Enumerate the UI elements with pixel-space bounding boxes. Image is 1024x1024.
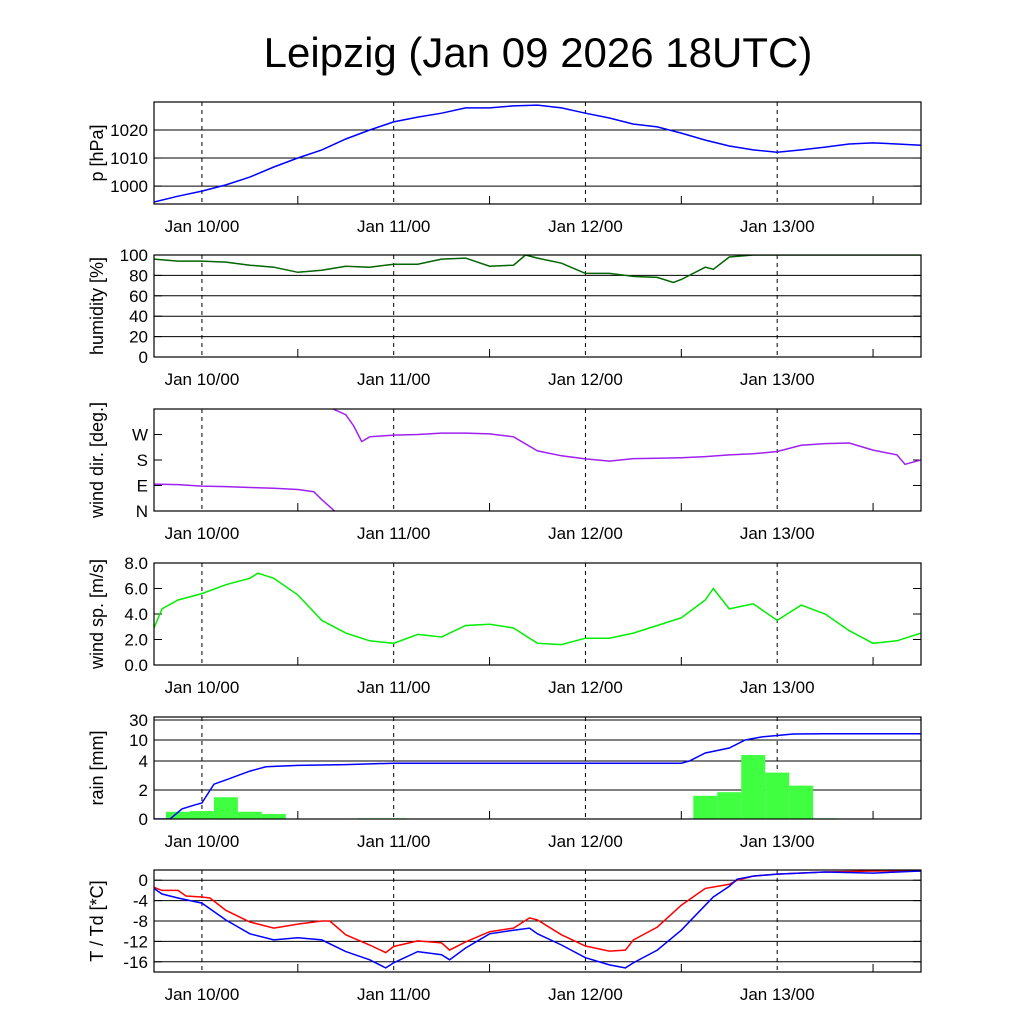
plot-frame <box>153 408 922 512</box>
x-tick-label: Jan 10/00 <box>165 370 240 389</box>
y-tick-label: 6.0 <box>124 580 148 599</box>
y-tick-label: E <box>137 477 148 496</box>
x-tick-label: Jan 13/00 <box>740 370 815 389</box>
rain-bar <box>717 792 742 819</box>
y-tick-label: 60 <box>129 287 148 306</box>
y-tick-label: 2.0 <box>124 631 148 650</box>
x-tick-label: Jan 10/00 <box>165 985 240 1004</box>
y-tick-label: -4 <box>133 892 148 911</box>
y-tick-label: 10 <box>129 731 148 750</box>
x-tick-label: Jan 12/00 <box>548 985 623 1004</box>
series-line-td <box>154 870 921 969</box>
x-tick-label: Jan 11/00 <box>357 832 430 851</box>
y-tick-label: 2 <box>139 781 148 800</box>
panel-humidity: Jan 10/00 Jan 11/00 Jan 12/00 Jan 13/00 020 4… <box>87 246 922 389</box>
rain-bar <box>261 813 286 819</box>
y-tick-label: S <box>137 451 148 470</box>
x-tick-label: Jan 12/00 <box>548 370 623 389</box>
y-tick-label: N <box>136 502 148 521</box>
y-tick-label: 1000 <box>110 177 148 196</box>
x-tick-label: Jan 13/00 <box>740 832 815 851</box>
x-tick-label: Jan 12/00 <box>548 217 623 236</box>
y-axis-label: wind dir. [deg.] <box>87 402 107 519</box>
y-tick-label: 1010 <box>110 149 148 168</box>
y-tick-label: 8.0 <box>124 554 148 573</box>
rain-bar <box>693 795 718 819</box>
rain-bar <box>189 811 214 819</box>
series-line-t <box>154 870 921 954</box>
rain-bar <box>213 797 238 819</box>
panel-wind_speed: Jan 10/00 Jan 11/00 Jan 12/00 Jan 13/00 0.0 2… <box>87 554 922 697</box>
x-tick-label: Jan 12/00 <box>548 832 623 851</box>
y-tick-label: 4 <box>139 752 148 771</box>
series-line-humidity <box>154 255 921 284</box>
x-tick-label: Jan 13/00 <box>740 985 815 1004</box>
rain-bar <box>237 811 262 819</box>
x-tick-label: Jan 12/00 <box>548 524 623 543</box>
plot-frame <box>153 101 922 205</box>
y-axis-label: humidity [%] <box>87 257 107 355</box>
panel-wind_direction: Jan 10/00 Jan 11/00 Jan 12/00 Jan 13/00 NESW… <box>87 402 922 543</box>
series-line-wind-direction <box>154 409 921 511</box>
y-tick-label: 0 <box>139 348 148 367</box>
x-tick-label: Jan 10/00 <box>165 524 240 543</box>
rain-bar <box>741 755 766 819</box>
chart-title: Leipzig (Jan 09 2026 18UTC) <box>264 29 813 76</box>
series-line-wind-speed <box>154 572 921 646</box>
y-tick-label: 0 <box>139 810 148 829</box>
x-tick-label: Jan 10/00 <box>165 832 240 851</box>
y-tick-label: -16 <box>123 953 148 972</box>
y-tick-label: W <box>132 426 148 445</box>
panel-rain: Jan 10/00 Jan 11/00 Jan 12/00 Jan 13/00 0 2 4 1… <box>87 711 922 851</box>
y-axis-label: p [hPa] <box>87 124 107 181</box>
y-axis-label: rain [mm] <box>87 730 107 805</box>
y-tick-label: 4.0 <box>124 605 148 624</box>
x-tick-label: Jan 10/00 <box>165 678 240 697</box>
x-tick-label: Jan 11/00 <box>357 524 430 543</box>
rain-bar <box>789 785 814 819</box>
series-line-accumulated-precipitation <box>154 732 921 819</box>
y-tick-label: 100 <box>120 246 148 265</box>
y-tick-label: 0 <box>139 871 148 890</box>
y-axis-label: wind sp. [m/s] <box>87 559 107 670</box>
panel-pressure: Jan 10/00 Jan 11/00 Jan 12/00 Jan 13/00 1000… <box>87 101 922 236</box>
y-axis-label: T / Td [*C] <box>87 880 107 961</box>
x-tick-label: Jan 12/00 <box>548 678 623 697</box>
panel-temperature: Jan 10/00 Jan 11/00 Jan 12/00 Jan 13/00 -16 -… <box>87 869 922 1004</box>
y-tick-label: 80 <box>129 266 148 285</box>
y-tick-label: 0.0 <box>124 656 148 675</box>
x-tick-label: Jan 13/00 <box>740 217 815 236</box>
plot-frame <box>153 716 922 820</box>
y-tick-label: 1020 <box>110 121 148 140</box>
y-tick-label: 40 <box>129 307 148 326</box>
series-line-pressure <box>154 104 921 203</box>
rain-bar <box>765 772 790 819</box>
x-tick-label: Jan 11/00 <box>357 678 430 697</box>
plot-frame <box>153 562 922 666</box>
x-tick-label: Jan 10/00 <box>165 217 240 236</box>
plot-frame <box>153 254 922 358</box>
y-tick-label: 20 <box>129 328 148 347</box>
rain-bar <box>165 811 190 819</box>
plot-frame <box>153 869 922 973</box>
x-tick-label: Jan 13/00 <box>740 524 815 543</box>
x-tick-label: Jan 11/00 <box>357 217 430 236</box>
y-tick-label: -12 <box>123 932 148 951</box>
y-tick-label: -8 <box>133 912 148 931</box>
y-tick-label: 30 <box>129 711 148 730</box>
x-tick-label: Jan 11/00 <box>357 370 430 389</box>
x-tick-label: Jan 11/00 <box>357 985 430 1004</box>
x-tick-label: Jan 13/00 <box>740 678 815 697</box>
